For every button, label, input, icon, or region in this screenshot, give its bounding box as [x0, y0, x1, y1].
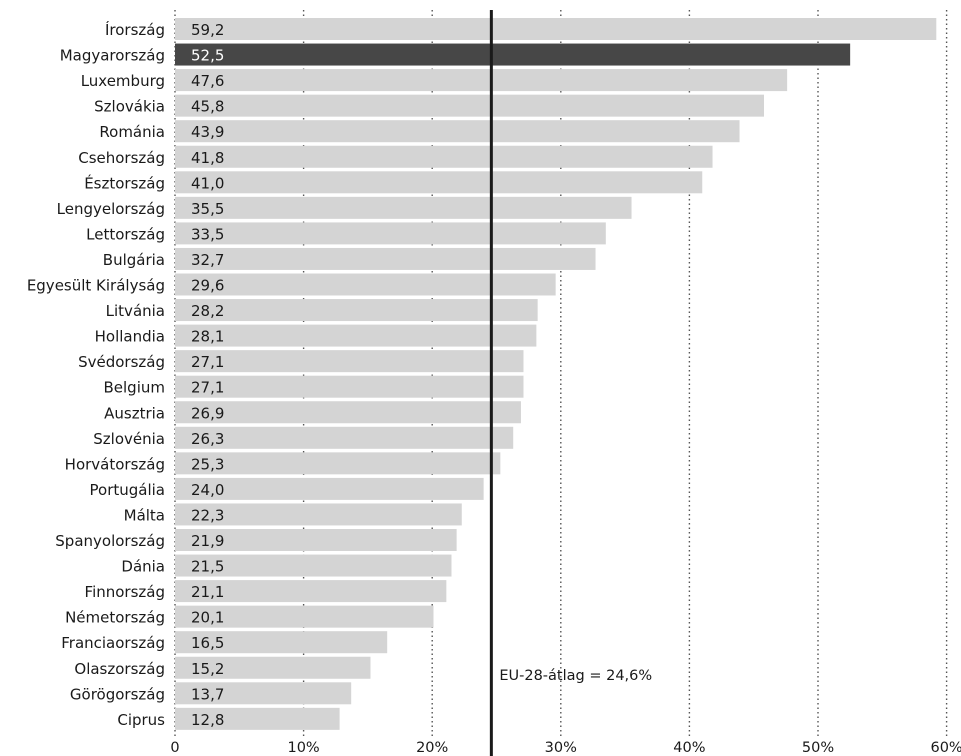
category-labels: Írország Magyarország Luxemburg Szlovákia Ro…	[27, 20, 165, 729]
value-label-24: 16,5	[191, 634, 224, 652]
value-label-22: 21,1	[191, 583, 224, 601]
category-label-11: Litvánia	[106, 302, 165, 320]
value-label-0: 59,2	[191, 21, 224, 39]
category-label-12: Hollandia	[95, 328, 165, 346]
category-label-17: Horvátország	[65, 455, 165, 473]
category-label-18: Portugália	[90, 481, 165, 499]
value-label-2: 47,6	[191, 72, 224, 90]
bar-12	[175, 324, 537, 347]
value-label-17: 25,3	[191, 455, 224, 473]
category-label-10: Egyesült Királyság	[27, 277, 165, 295]
bar-13	[175, 350, 524, 373]
category-label-25: Olaszország	[74, 660, 165, 678]
category-label-26: Görögország	[70, 685, 165, 703]
bar-0	[175, 18, 937, 40]
value-label-27: 12,8	[191, 711, 224, 729]
value-label-10: 29,6	[191, 277, 224, 295]
value-label-4: 43,9	[191, 123, 224, 141]
value-label-1: 52,5	[191, 47, 224, 65]
eu-average-label: EU-28-átlag = 24,6%	[499, 668, 652, 684]
value-label-5: 41,8	[191, 149, 224, 167]
category-label-7: Lengyelország	[57, 200, 165, 218]
value-label-11: 28,2	[191, 302, 224, 320]
value-label-19: 22,3	[191, 506, 224, 524]
reference-line-group: EU-28-átlag = 24,6%	[489, 10, 652, 756]
bar-17	[175, 452, 501, 475]
bar-1	[175, 43, 851, 66]
category-label-6: Észtország	[84, 173, 165, 192]
value-label-3: 45,8	[191, 98, 224, 116]
gridlines	[174, 10, 948, 738]
category-label-4: Románia	[99, 123, 165, 141]
bar-4	[175, 120, 740, 143]
bar-18	[175, 477, 484, 500]
value-label-9: 32,7	[191, 251, 224, 269]
category-label-24: Franciaország	[61, 634, 165, 652]
category-label-16: Szlovénia	[93, 430, 165, 448]
bar-8	[175, 222, 606, 245]
value-label-15: 26,9	[191, 404, 224, 422]
bar-3	[175, 94, 764, 117]
bars: 59,2 52,5 47,6 45,8 43,9 41,8 41,0 35,5 33,5 32,7…	[175, 18, 937, 730]
bar-23	[175, 605, 434, 628]
value-label-25: 15,2	[191, 660, 224, 678]
value-label-7: 35,5	[191, 200, 224, 218]
value-label-8: 33,5	[191, 225, 224, 243]
value-label-13: 27,1	[191, 353, 224, 371]
value-label-16: 26,3	[191, 430, 224, 448]
category-label-3: Szlovákia	[94, 98, 165, 116]
category-label-22: Finnország	[85, 583, 165, 601]
bar-7	[175, 196, 632, 219]
category-label-20: Spanyolország	[55, 532, 165, 550]
category-label-21: Dánia	[121, 558, 165, 576]
value-label-18: 24,0	[191, 481, 224, 499]
bar-22	[175, 580, 447, 603]
category-label-13: Svédország	[78, 353, 165, 371]
bar-5	[175, 145, 713, 168]
bar-15	[175, 401, 521, 424]
bar-11	[175, 299, 538, 322]
value-label-14: 27,1	[191, 379, 224, 397]
value-label-12: 28,1	[191, 328, 224, 346]
bar-21	[175, 554, 452, 577]
bar-6	[175, 171, 703, 194]
value-label-21: 21,5	[191, 558, 224, 576]
category-label-27: Ciprus	[117, 711, 165, 729]
x-tick-label-60: 60%	[930, 740, 961, 756]
bar-2	[175, 69, 788, 92]
x-axis-ticks: 0 10% 20% 30% 40% 50% 60%	[170, 740, 961, 756]
bar-26	[175, 682, 352, 705]
category-label-14: Belgium	[104, 379, 166, 397]
category-label-5: Csehország	[78, 149, 165, 167]
value-label-20: 21,9	[191, 532, 224, 550]
value-label-26: 13,7	[191, 685, 224, 703]
bar-25	[175, 656, 371, 679]
x-tick-label-10: 10%	[287, 740, 319, 756]
value-label-23: 20,1	[191, 609, 224, 627]
category-label-19: Málta	[124, 506, 165, 524]
bar-16	[175, 426, 514, 449]
category-label-23: Németország	[65, 609, 165, 627]
category-label-2: Luxemburg	[81, 72, 165, 90]
bar-9	[175, 247, 596, 270]
bar-24	[175, 631, 388, 654]
x-tick-label-20: 20%	[416, 740, 448, 756]
category-label-1: Magyarország	[60, 47, 165, 65]
value-label-6: 41,0	[191, 174, 224, 192]
category-label-0: Írország	[105, 20, 165, 39]
category-label-9: Bulgária	[103, 251, 165, 269]
x-tick-label-0: 0	[170, 740, 179, 756]
bar-10	[175, 273, 556, 296]
bar-14	[175, 375, 524, 398]
category-label-15: Ausztria	[104, 404, 165, 422]
x-tick-label-50: 50%	[802, 740, 834, 756]
bar-19	[175, 503, 462, 526]
bar-20	[175, 529, 457, 551]
category-label-8: Lettország	[86, 225, 165, 243]
bar-27	[175, 707, 340, 730]
x-tick-label-40: 40%	[673, 740, 705, 756]
x-tick-label-30: 30%	[545, 740, 577, 756]
